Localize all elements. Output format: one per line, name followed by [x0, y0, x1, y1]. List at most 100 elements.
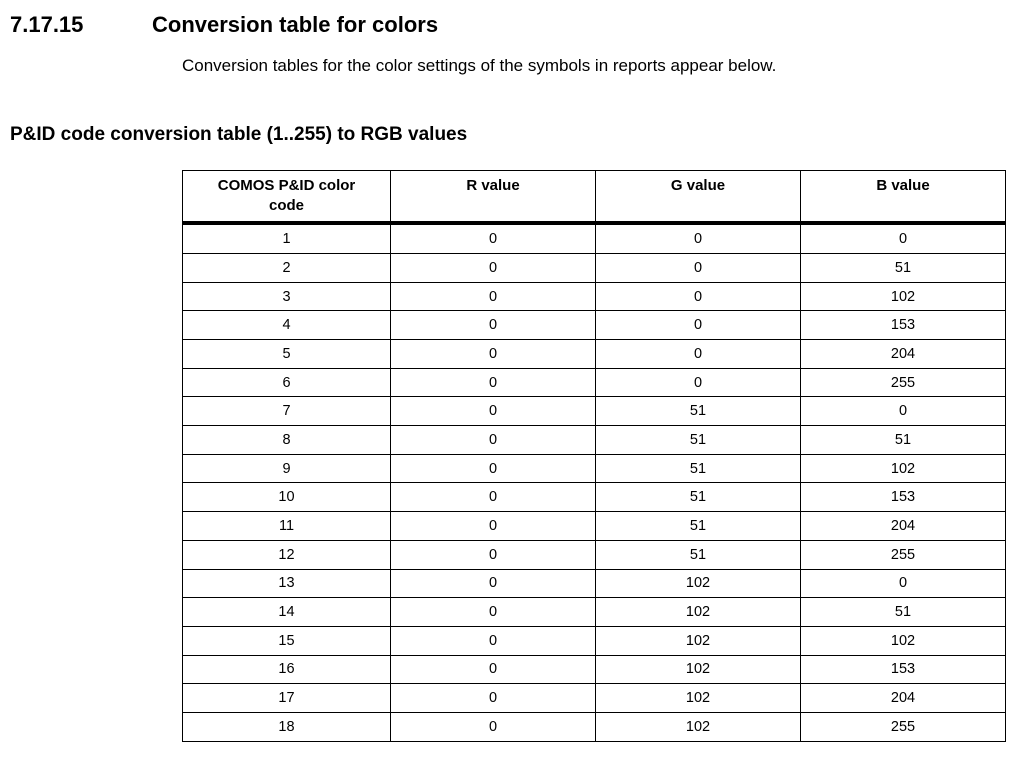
table-cell: 204 [800, 683, 1006, 713]
column-header-code: COMOS P&ID color code [182, 170, 391, 226]
table-cell: 15 [182, 625, 391, 656]
table-cell: 204 [800, 339, 1006, 369]
table-cell: 255 [800, 367, 1006, 398]
table-cell: 51 [595, 482, 801, 513]
table-cell: 0 [390, 453, 596, 484]
conversion-table: COMOS P&ID color code R value G value B … [182, 170, 1006, 742]
table-row: 13 0 102 0 [182, 568, 1006, 599]
table-row: 7 0 51 0 [182, 396, 1006, 427]
column-header-code-label: COMOS P&ID color code [217, 177, 356, 214]
table-cell: 8 [182, 425, 391, 455]
table-cell: 6 [182, 367, 391, 398]
table-cell: 0 [595, 252, 801, 283]
table-body: 1 0 0 0 2 0 0 51 3 0 0 102 4 0 0 153 5 0 0 204 6 0 0 255 7 0 51 0 8 0… [182, 222, 1006, 742]
table-cell: 12 [182, 539, 391, 570]
section-number: 7.17.15 [10, 12, 84, 37]
table-cell: 3 [182, 281, 391, 312]
table-cell: 0 [800, 396, 1006, 427]
column-header-b: B value [800, 170, 1006, 226]
table-cell: 0 [390, 539, 596, 570]
table-cell: 0 [595, 339, 801, 369]
table-cell: 0 [390, 568, 596, 599]
table-row: 2 0 0 51 [182, 252, 1006, 283]
column-header-g: G value [595, 170, 801, 226]
table-cell: 9 [182, 453, 391, 484]
table-cell: 255 [800, 711, 1006, 742]
table-cell: 1 [182, 222, 391, 254]
table-cell: 102 [595, 597, 801, 627]
column-header-r: R value [390, 170, 596, 226]
table-cell: 51 [800, 252, 1006, 283]
table-cell: 102 [800, 281, 1006, 312]
table-cell: 0 [595, 310, 801, 341]
table-cell: 51 [800, 425, 1006, 455]
table-cell: 0 [595, 281, 801, 312]
table-cell: 14 [182, 597, 391, 627]
table-cell: 16 [182, 654, 391, 685]
table-row: 10 0 51 153 [182, 482, 1006, 513]
table-cell: 51 [595, 539, 801, 570]
table-heading: P&ID code conversion table (1..255) to R… [10, 124, 468, 146]
table-cell: 0 [390, 425, 596, 455]
table-cell: 10 [182, 482, 391, 513]
table-cell: 0 [390, 482, 596, 513]
table-cell: 7 [182, 396, 391, 427]
table-cell: 0 [390, 511, 596, 541]
table-cell: 4 [182, 310, 391, 341]
section-title: Conversion table for colors [152, 12, 439, 37]
table-cell: 0 [390, 367, 596, 398]
table-row: 6 0 0 255 [182, 367, 1006, 398]
table-header-row: COMOS P&ID color code R value G value B … [182, 170, 1006, 226]
table-cell: 0 [390, 654, 596, 685]
table-cell: 102 [595, 711, 801, 742]
table-cell: 0 [390, 281, 596, 312]
table-cell: 0 [390, 597, 596, 627]
table-row: 3 0 0 102 [182, 281, 1006, 312]
table-cell: 51 [595, 511, 801, 541]
table-cell: 17 [182, 683, 391, 713]
table-row: 12 0 51 255 [182, 539, 1006, 570]
table-cell: 5 [182, 339, 391, 369]
table-cell: 0 [390, 711, 596, 742]
table-cell: 0 [390, 683, 596, 713]
table-row: 4 0 0 153 [182, 310, 1006, 341]
table-cell: 204 [800, 511, 1006, 541]
table-row: 11 0 51 204 [182, 511, 1006, 541]
table-cell: 102 [800, 453, 1006, 484]
table-cell: 0 [390, 310, 596, 341]
table-cell: 0 [390, 625, 596, 656]
table-row: 16 0 102 153 [182, 654, 1006, 685]
table-cell: 102 [595, 625, 801, 656]
column-header-b-label: B value [876, 177, 930, 195]
table-row: 18 0 102 255 [182, 711, 1006, 742]
table-cell: 255 [800, 539, 1006, 570]
table-cell: 0 [595, 222, 801, 254]
column-header-g-label: G value [670, 177, 726, 195]
table-cell: 102 [595, 654, 801, 685]
table-cell: 0 [390, 396, 596, 427]
table-cell: 51 [595, 425, 801, 455]
table-cell: 51 [595, 453, 801, 484]
table-cell: 102 [800, 625, 1006, 656]
table-cell: 102 [595, 683, 801, 713]
table-cell: 102 [595, 568, 801, 599]
table-cell: 2 [182, 252, 391, 283]
table-row: 9 0 51 102 [182, 453, 1006, 484]
table-cell: 11 [182, 511, 391, 541]
table-cell: 13 [182, 568, 391, 599]
table-cell: 0 [390, 339, 596, 369]
table-cell: 153 [800, 654, 1006, 685]
table-row: 17 0 102 204 [182, 683, 1006, 713]
intro-text: Conversion tables for the color settings… [182, 56, 777, 76]
table-cell: 0 [800, 222, 1006, 254]
table-cell: 153 [800, 310, 1006, 341]
table-row: 5 0 0 204 [182, 339, 1006, 369]
table-cell: 0 [390, 252, 596, 283]
table-cell: 0 [595, 367, 801, 398]
column-header-r-label: R value [466, 177, 520, 195]
table-cell: 18 [182, 711, 391, 742]
table-cell: 0 [800, 568, 1006, 599]
section-heading: 7.17.15 Conversion table for colors [0, 0, 1034, 38]
